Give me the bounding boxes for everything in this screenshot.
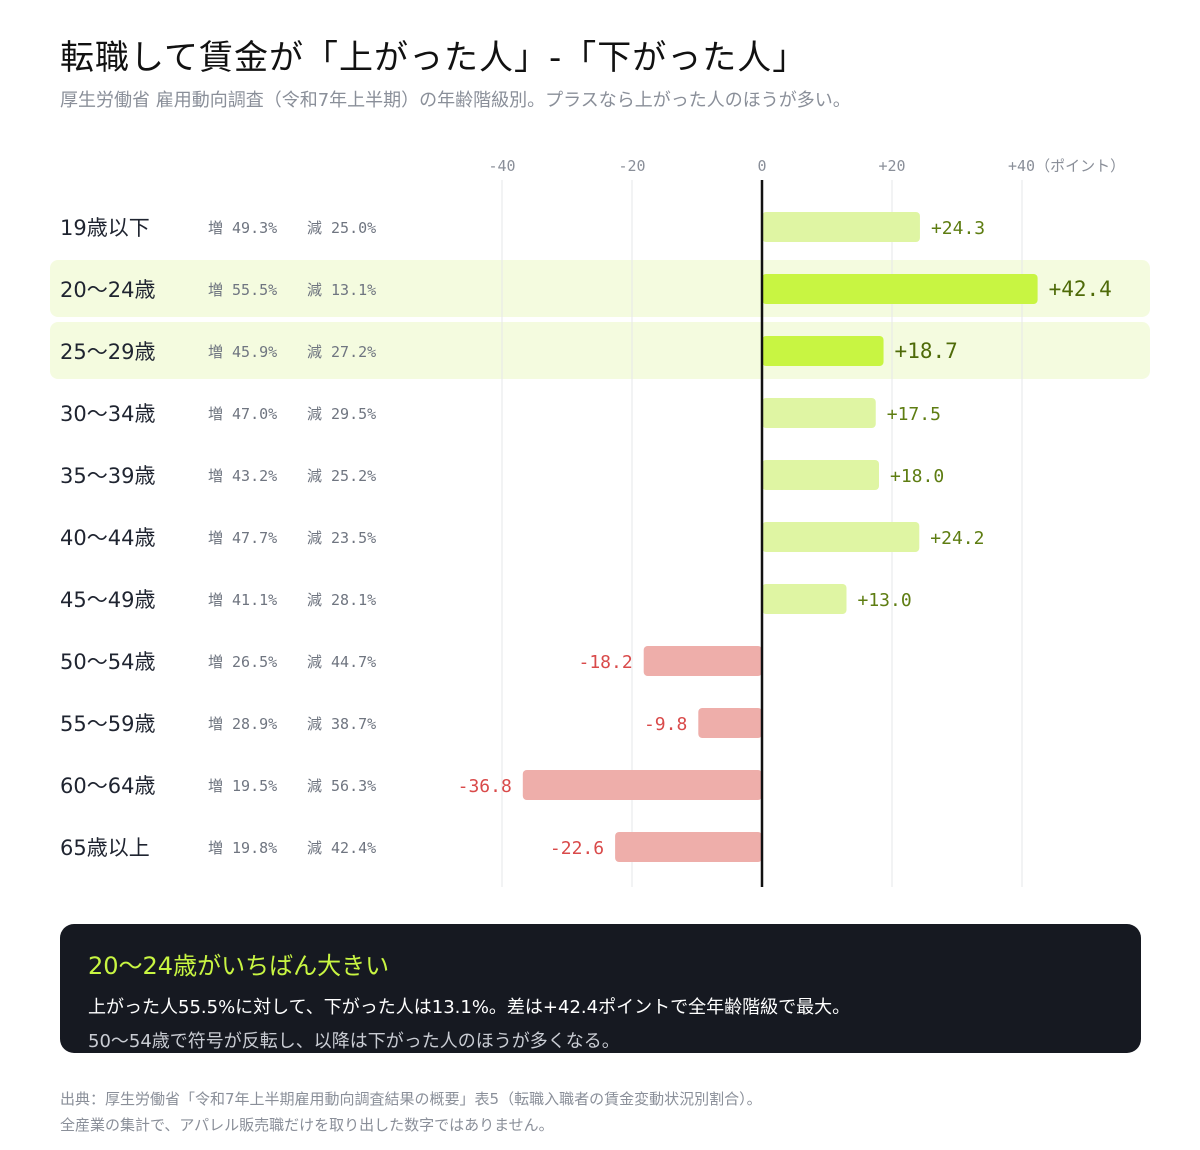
bar-value-label: +18.7 xyxy=(895,339,958,363)
increase-share-label: 増 28.9% xyxy=(208,715,277,733)
bar-value-label: +42.4 xyxy=(1049,277,1112,301)
bar-value-label: +13.0 xyxy=(858,590,912,611)
decrease-share-label: 減 56.3% xyxy=(307,777,376,795)
bar-value-label: +17.5 xyxy=(887,404,941,425)
page-title: 転職して賃金が「上がった人」-「下がった人」 xyxy=(60,38,808,78)
increase-share-label: 増 47.0% xyxy=(208,405,277,423)
increase-share-label: 増 19.5% xyxy=(208,777,277,795)
age-group-label: 50〜54歳 xyxy=(60,650,155,674)
callout-body: 上がった人55.5%に対して、下がった人は13.1%。差は+42.4ポイントで全… xyxy=(88,997,851,1018)
age-group-label: 25〜29歳 xyxy=(60,340,155,364)
callout-heading: 20〜24歳がいちばん大きい xyxy=(88,952,390,980)
data-bar xyxy=(615,832,762,862)
source-line: 出典：厚生労働省「令和7年上半期雇用動向調査結果の概要」表5（転職入職者の賃金変… xyxy=(60,1090,762,1108)
insight-callout: 20〜24歳がいちばん大きい 上がった人55.5%に対して、下がった人は13.1… xyxy=(60,924,1141,1053)
data-bar xyxy=(762,584,847,614)
decrease-share-label: 減 27.2% xyxy=(307,343,376,361)
decrease-share-label: 減 44.7% xyxy=(307,653,376,671)
decrease-share-label: 減 38.7% xyxy=(307,715,376,733)
age-group-label: 19歳以下 xyxy=(60,216,150,240)
data-bar xyxy=(762,212,920,242)
x-tick-label: 0 xyxy=(757,157,766,175)
increase-share-label: 増 47.7% xyxy=(208,529,277,547)
increase-share-label: 増 55.5% xyxy=(208,281,277,299)
age-group-label: 20〜24歳 xyxy=(60,278,155,302)
bar-chart: -40 -20 0 +20 +40（ポイント） 19歳以下 増 49.3% 減 25.0% +2… xyxy=(50,157,1150,887)
decrease-share-label: 減 13.1% xyxy=(307,281,376,299)
data-bar xyxy=(762,274,1038,304)
page-subtitle: 厚生労働省 雇用動向調査（令和7年上半期）の年齢階級別。プラスなら上がった人のほ… xyxy=(60,90,851,111)
bar-value-label: -36.8 xyxy=(458,776,512,797)
x-tick-label: +40（ポイント） xyxy=(1008,157,1125,175)
increase-share-label: 増 19.8% xyxy=(208,839,277,857)
data-bar xyxy=(762,460,879,490)
data-bar xyxy=(522,770,762,800)
data-bar xyxy=(762,336,884,366)
increase-share-label: 増 26.5% xyxy=(208,653,277,671)
bar-value-label: -9.8 xyxy=(644,714,687,735)
age-group-label: 55〜59歳 xyxy=(60,712,155,736)
source-footer: 出典：厚生労働省「令和7年上半期雇用動向調査結果の概要」表5（転職入職者の賃金変… xyxy=(60,1086,762,1138)
bar-value-label: +18.0 xyxy=(890,466,944,487)
data-bar xyxy=(762,522,920,552)
increase-share-label: 増 41.1% xyxy=(208,591,277,609)
data-bar xyxy=(762,398,876,428)
decrease-share-label: 減 29.5% xyxy=(307,405,376,423)
x-tick-label: -20 xyxy=(618,157,645,175)
age-group-label: 40〜44歳 xyxy=(60,526,155,550)
increase-share-label: 増 49.3% xyxy=(208,219,277,237)
age-group-label: 30〜34歳 xyxy=(60,402,155,426)
age-group-label: 45〜49歳 xyxy=(60,588,155,612)
bar-value-label: +24.2 xyxy=(930,528,984,549)
decrease-share-label: 減 25.0% xyxy=(307,219,376,237)
decrease-share-label: 減 28.1% xyxy=(307,591,376,609)
x-tick-label: -40 xyxy=(488,157,515,175)
bar-value-label: -22.6 xyxy=(550,838,604,859)
bar-value-label: +24.3 xyxy=(931,218,985,239)
increase-share-label: 増 43.2% xyxy=(208,467,277,485)
age-group-label: 35〜39歳 xyxy=(60,464,155,488)
data-bar xyxy=(643,646,762,676)
decrease-share-label: 減 25.2% xyxy=(307,467,376,485)
bar-value-label: -18.2 xyxy=(579,652,633,673)
decrease-share-label: 減 42.4% xyxy=(307,839,376,857)
source-note: 全産業の集計で、アパレル販売職だけを取り出した数字ではありません。 xyxy=(60,1116,554,1134)
age-group-label: 65歳以上 xyxy=(60,836,150,860)
age-group-label: 60〜64歳 xyxy=(60,774,155,798)
increase-share-label: 増 45.9% xyxy=(208,343,277,361)
decrease-share-label: 減 23.5% xyxy=(307,529,376,547)
data-bar xyxy=(698,708,762,738)
callout-subtext: 50〜54歳で符号が反転し、以降は下がった人のほうが多くなる。 xyxy=(88,1031,620,1052)
x-tick-label: +20 xyxy=(878,157,905,175)
